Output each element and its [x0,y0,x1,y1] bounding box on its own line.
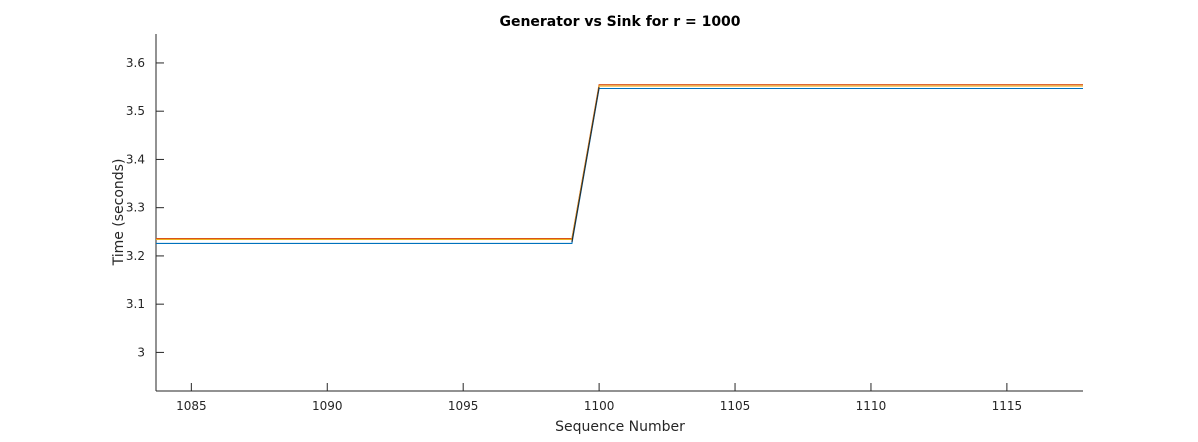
chart-title: Generator vs Sink for r = 1000 [499,14,740,30]
y-tick-label: 3 [137,345,145,359]
y-axis-label: Time (seconds) [111,159,127,267]
series-line-4 [571,87,600,242]
x-tick-label: 1105 [720,399,751,413]
y-tick-label: 3.5 [126,104,145,118]
y-tick-label: 3.1 [126,297,145,311]
y-tick-label: 3.4 [126,152,145,166]
x-tick-label: 1085 [176,399,207,413]
x-tick-label: 1110 [856,399,887,413]
x-tick-label: 1100 [584,399,615,413]
y-tick-label: 3.6 [126,56,145,70]
x-axis-label: Sequence Number [555,419,685,435]
y-tick-label: 3.2 [126,249,145,263]
y-tick-label: 3.3 [126,201,145,215]
x-tick-label: 1095 [448,399,479,413]
x-tick-label: 1090 [312,399,343,413]
plot-area: 1085 1090 1095 1100 1105 1110 1115 3 3.1 3.2 3.3 3.… [126,34,1083,413]
x-tick-label: 1115 [992,399,1023,413]
